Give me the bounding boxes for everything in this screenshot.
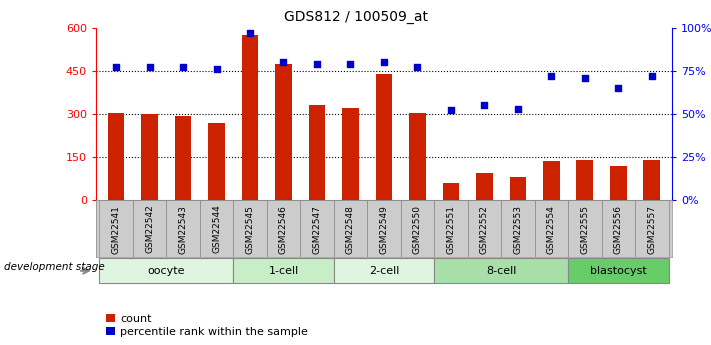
Point (311, 61, 323, 67)
Point (545, 73, 557, 79)
Bar (107, 113, 124, 200)
Text: development stage: development stage (4, 263, 105, 272)
Text: GSM22541: GSM22541 (112, 205, 121, 254)
Text: GSM22552: GSM22552 (480, 205, 489, 254)
Bar (375, 75, 392, 200)
Bar (175, 116, 191, 200)
Text: GSM22555: GSM22555 (580, 205, 589, 254)
FancyBboxPatch shape (133, 200, 166, 257)
Point (445, 108, 456, 113)
FancyBboxPatch shape (367, 200, 401, 257)
FancyBboxPatch shape (100, 258, 233, 283)
FancyBboxPatch shape (100, 200, 133, 257)
Bar (610, 166, 626, 200)
FancyBboxPatch shape (300, 200, 333, 257)
Text: GDS812 / 100509_at: GDS812 / 100509_at (284, 10, 427, 24)
Bar (643, 160, 661, 200)
Point (278, 59, 289, 65)
Bar (342, 108, 359, 200)
Bar (242, 35, 258, 200)
Point (177, 65, 188, 70)
Legend: count, percentile rank within the sample: count, percentile rank within the sample (102, 309, 313, 342)
Text: GSM22550: GSM22550 (413, 205, 422, 254)
Bar (141, 115, 158, 200)
FancyBboxPatch shape (602, 200, 635, 257)
Point (646, 73, 658, 79)
FancyBboxPatch shape (166, 200, 200, 257)
FancyBboxPatch shape (333, 258, 434, 283)
Text: GSM22557: GSM22557 (647, 205, 656, 254)
FancyBboxPatch shape (568, 258, 668, 283)
Text: GSM22551: GSM22551 (447, 205, 456, 254)
Text: GSM22554: GSM22554 (547, 205, 556, 254)
Text: 1-cell: 1-cell (268, 266, 299, 276)
Bar (543, 161, 560, 200)
Text: blastocyst: blastocyst (590, 266, 647, 276)
Text: GSM22549: GSM22549 (380, 205, 388, 254)
FancyBboxPatch shape (434, 258, 568, 283)
FancyBboxPatch shape (233, 258, 333, 283)
Bar (442, 184, 459, 200)
Bar (476, 173, 493, 200)
Text: 2-cell: 2-cell (369, 266, 399, 276)
FancyBboxPatch shape (468, 200, 501, 257)
Text: GSM22556: GSM22556 (614, 205, 623, 254)
FancyBboxPatch shape (233, 200, 267, 257)
Point (110, 65, 122, 70)
Text: GSM22553: GSM22553 (513, 205, 523, 254)
FancyBboxPatch shape (635, 200, 668, 257)
FancyBboxPatch shape (568, 200, 602, 257)
FancyBboxPatch shape (401, 200, 434, 257)
Text: GSM22545: GSM22545 (245, 205, 255, 254)
Bar (577, 160, 593, 200)
Point (245, 30, 256, 36)
FancyBboxPatch shape (535, 200, 568, 257)
FancyBboxPatch shape (267, 200, 300, 257)
Bar (275, 63, 292, 200)
Text: GSM22544: GSM22544 (212, 205, 221, 254)
Point (345, 61, 356, 67)
Point (378, 59, 390, 65)
Bar (309, 105, 326, 200)
FancyBboxPatch shape (501, 200, 535, 257)
Text: GSM22546: GSM22546 (279, 205, 288, 254)
Point (412, 65, 423, 70)
Point (211, 66, 223, 72)
Point (479, 102, 490, 108)
Point (579, 75, 591, 80)
FancyBboxPatch shape (333, 200, 367, 257)
Bar (409, 113, 426, 200)
Text: 8-cell: 8-cell (486, 266, 516, 276)
Text: GSM22547: GSM22547 (312, 205, 321, 254)
Text: oocyte: oocyte (148, 266, 185, 276)
Text: GSM22542: GSM22542 (145, 205, 154, 254)
Bar (510, 177, 526, 200)
FancyBboxPatch shape (434, 200, 468, 257)
Bar (208, 123, 225, 200)
Point (613, 85, 624, 91)
Text: GSM22548: GSM22548 (346, 205, 355, 254)
Text: GSM22543: GSM22543 (178, 205, 188, 254)
Point (512, 106, 523, 111)
Point (144, 65, 155, 70)
FancyBboxPatch shape (200, 200, 233, 257)
